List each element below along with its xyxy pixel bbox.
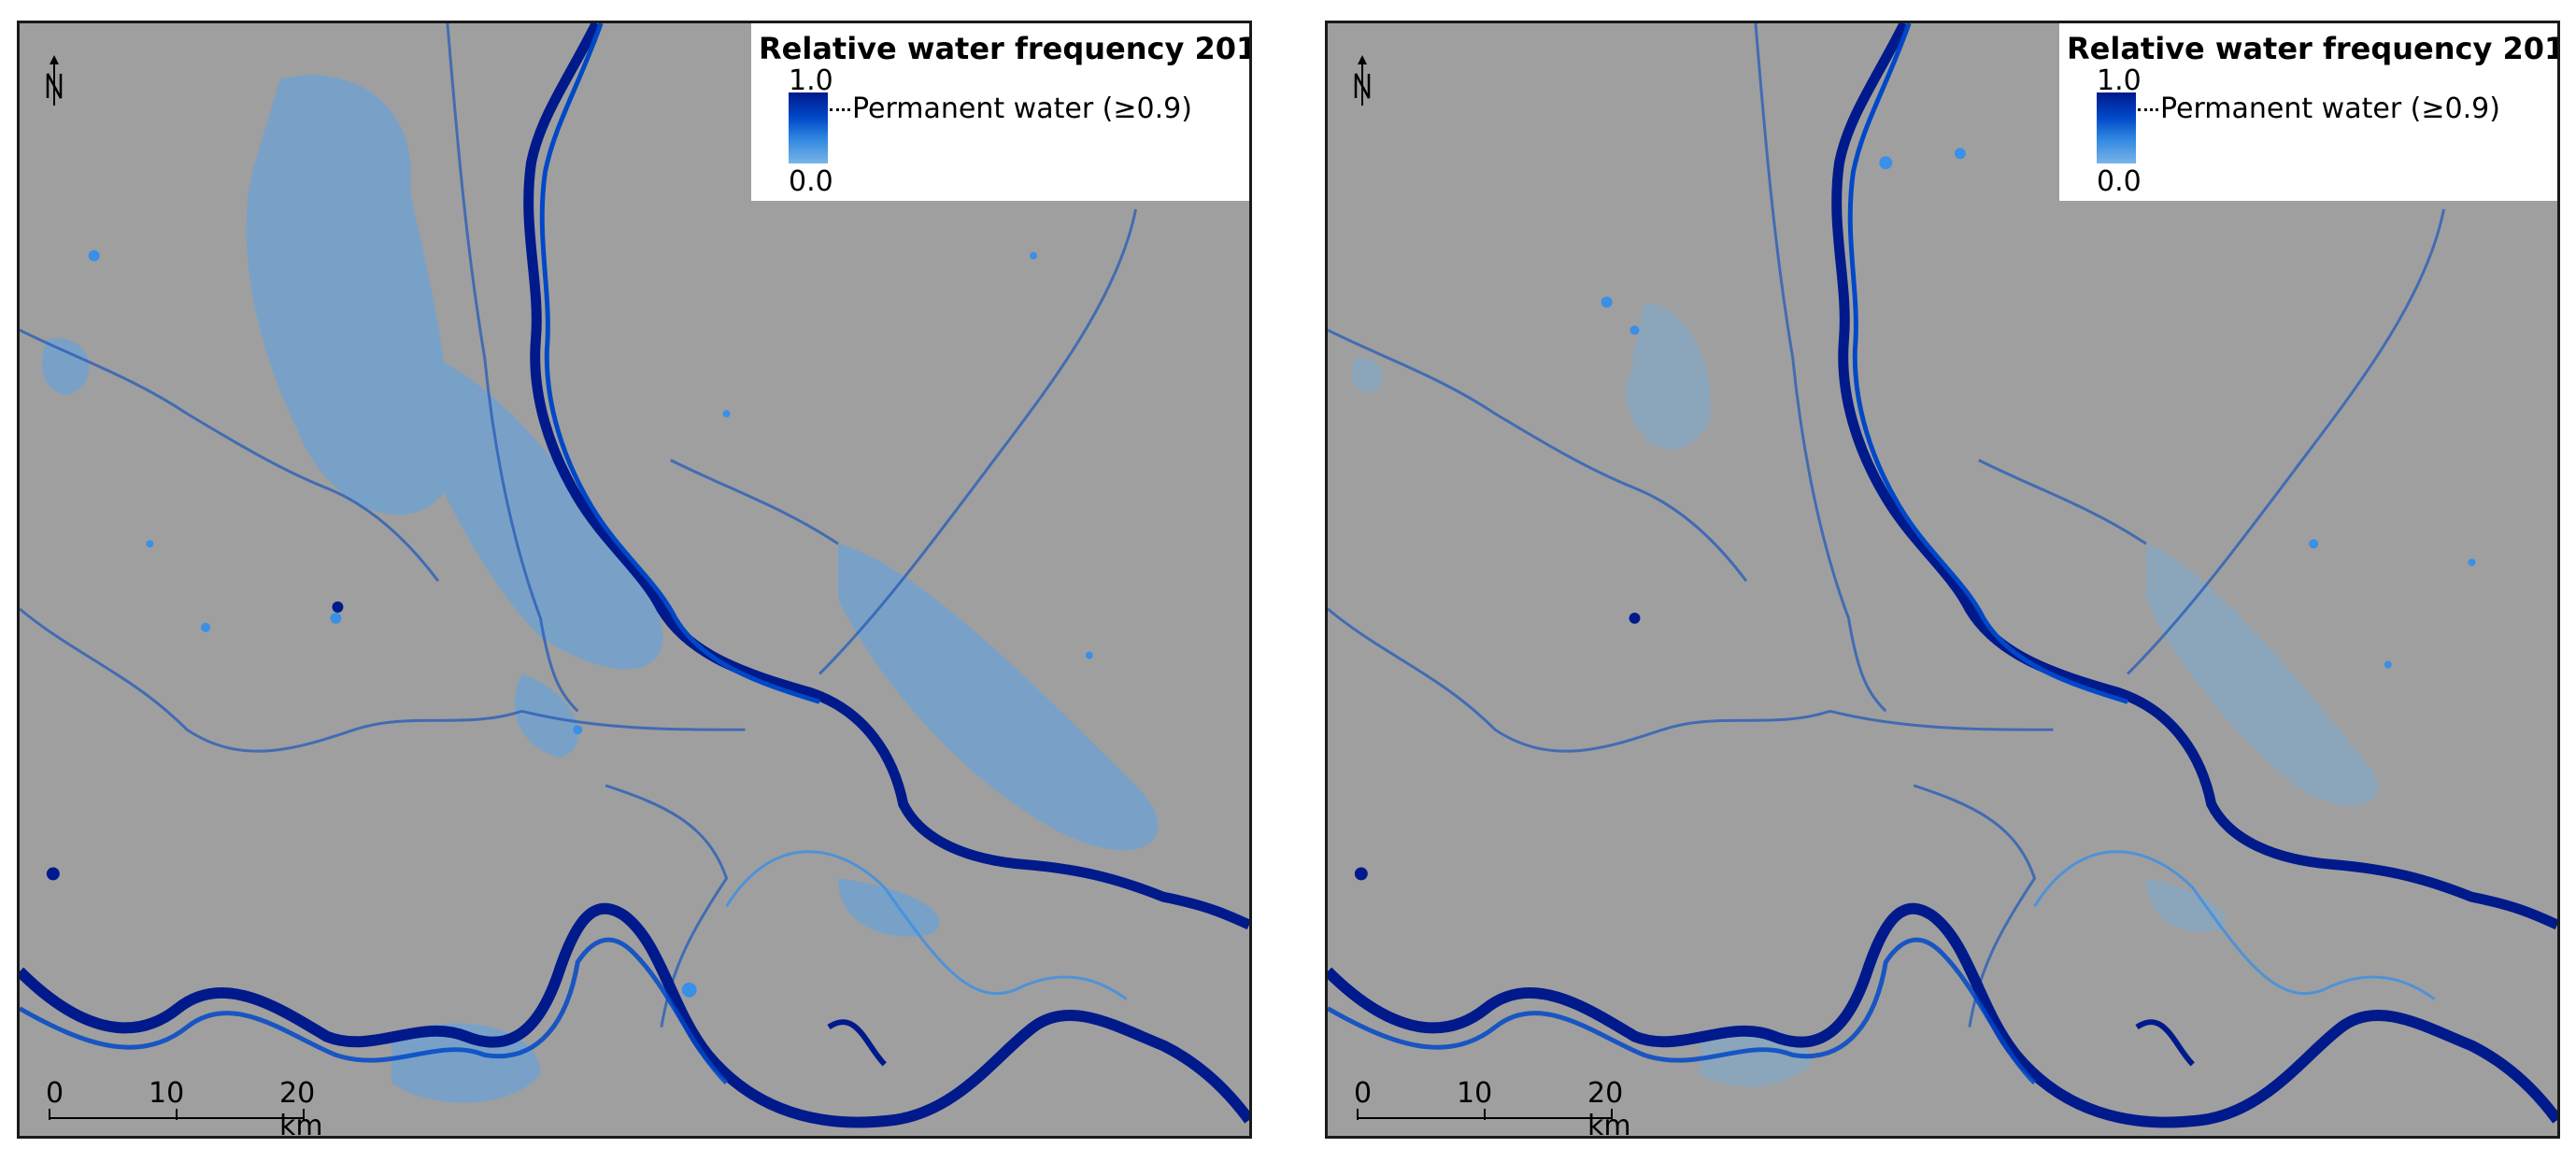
scattered-ponds (1354, 148, 2476, 881)
legend-title: Relative water frequency 2018 (2067, 31, 2560, 66)
scale-bar: 0 10 20 km (1354, 1077, 1631, 1136)
scattered-ponds (46, 249, 1093, 998)
scale-bar-line (1357, 1109, 1613, 1120)
scale-label-20: 20 km (279, 1077, 323, 1139)
water-frequency-map-2017 (20, 23, 1249, 1136)
tributary-channels (1328, 23, 2446, 1027)
legend-color-ramp (2097, 92, 2136, 163)
scale-bar-line (49, 1109, 305, 1120)
legend-min-value: 0.0 (2097, 165, 2142, 198)
map-panel-2018: Relative water frequency 2018 1.0 Perman… (1325, 21, 2560, 1139)
scale-label-0: 0 (1354, 1077, 1373, 1110)
north-arrow-icon (46, 55, 63, 106)
legend-title: Relative water frequency 2017 (759, 31, 1252, 66)
legend-min-value: 0.0 (789, 165, 833, 198)
legend: Relative water frequency 2018 1.0 Perman… (2059, 23, 2557, 201)
scale-label-10: 10 (149, 1077, 185, 1110)
legend-max-value: 1.0 (789, 64, 833, 97)
legend-permanent-water-label: Permanent water (≥0.9) (852, 92, 1192, 125)
scale-bar: 0 10 20 km (46, 1077, 323, 1136)
main-river-south (20, 902, 1249, 1128)
main-river-south (1328, 902, 2557, 1128)
tributary-channels (20, 23, 1138, 1027)
legend-max-value: 1.0 (2097, 64, 2142, 97)
map-panel-2017: Relative water frequency 2017 1.0 Perman… (17, 21, 1252, 1139)
legend-permanent-water-label: Permanent water (≥0.9) (2160, 92, 2500, 125)
north-arrow-icon (1354, 55, 1371, 106)
legend-color-ramp (789, 92, 828, 163)
scale-label-10: 10 (1457, 1077, 1493, 1110)
seasonal-flood-areas (41, 75, 1159, 1103)
water-frequency-map-2018 (1328, 23, 2557, 1136)
legend-leader-line (830, 108, 850, 111)
scale-label-0: 0 (46, 1077, 64, 1110)
legend-leader-line (2138, 108, 2158, 111)
scale-label-20: 20 km (1587, 1077, 1631, 1139)
legend: Relative water frequency 2017 1.0 Perman… (751, 23, 1249, 201)
